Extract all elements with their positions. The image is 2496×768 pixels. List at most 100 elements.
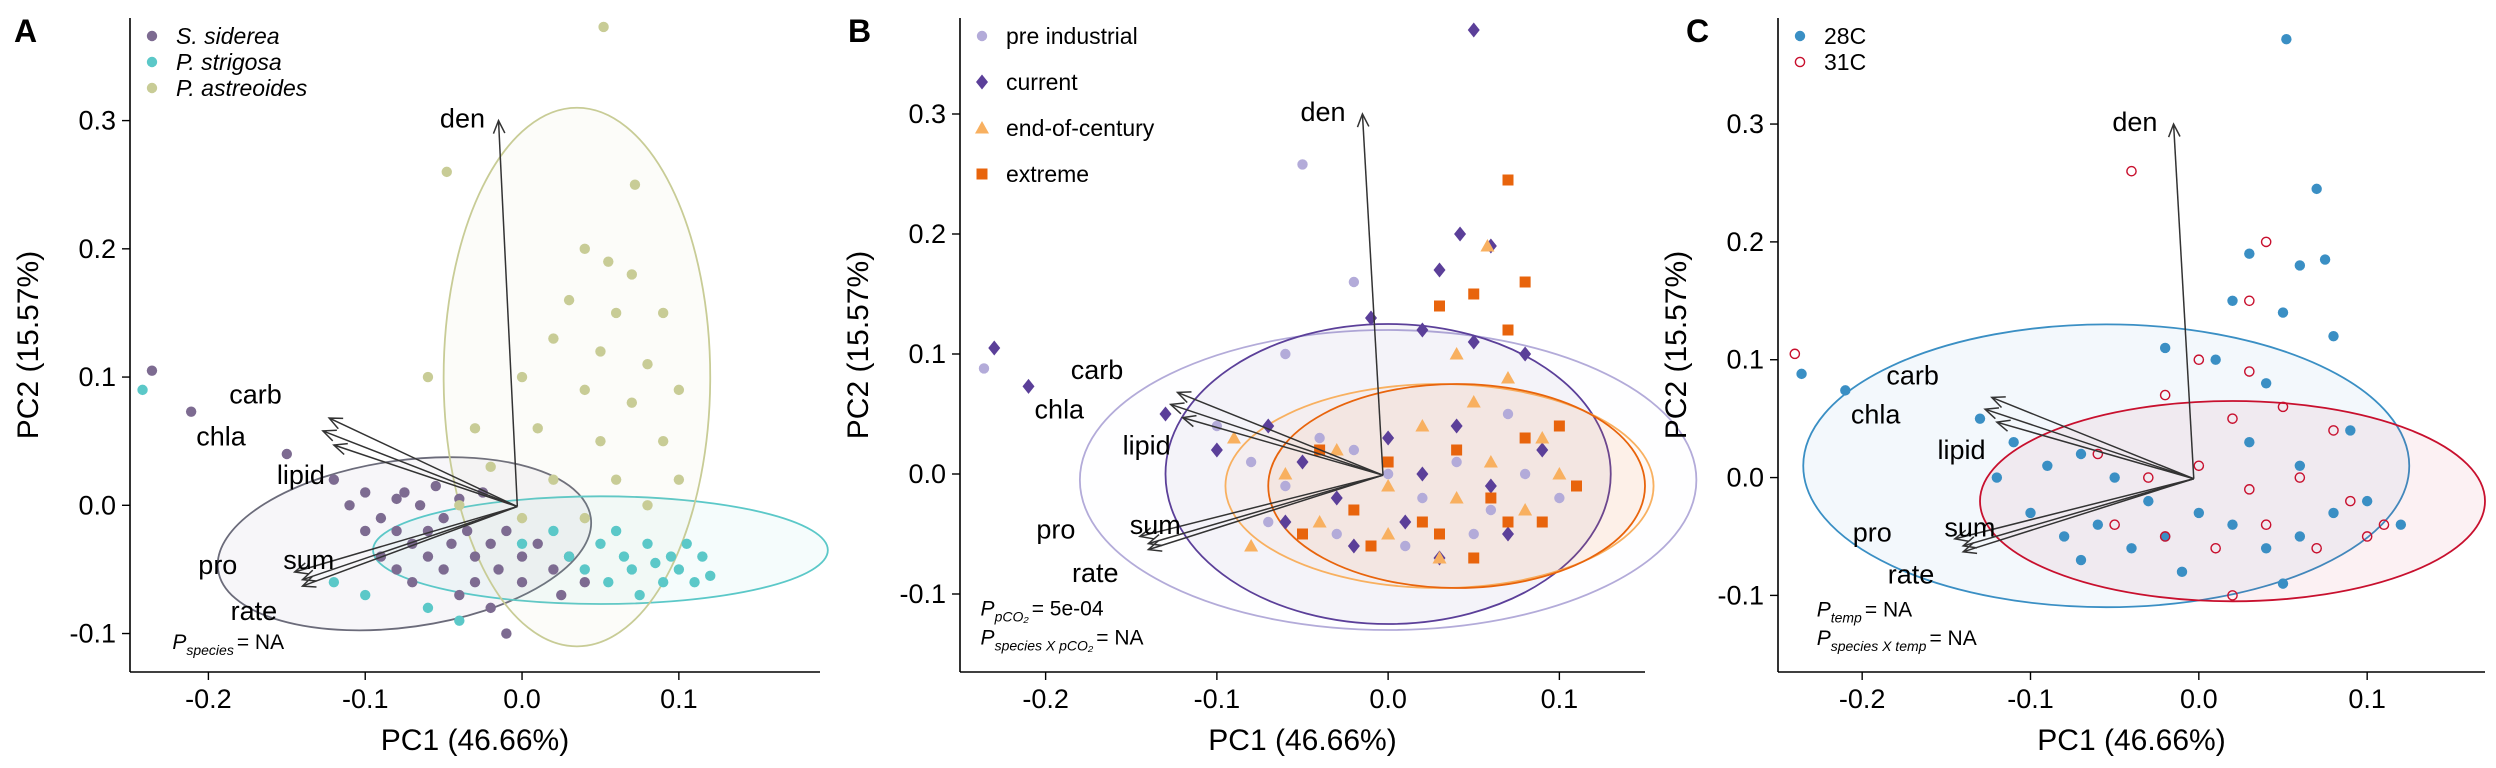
point	[579, 577, 590, 588]
point	[1451, 444, 1463, 456]
y-tick-label: 0.1	[78, 362, 116, 392]
point	[1449, 347, 1464, 360]
point	[2378, 519, 2390, 531]
loading-label-den: den	[2112, 107, 2157, 137]
y-axis-title: PC2 (15.57%)	[842, 251, 875, 439]
point	[1454, 226, 1467, 242]
point	[2143, 495, 2154, 507]
point	[548, 474, 559, 485]
point	[598, 21, 609, 33]
point	[399, 487, 410, 498]
point	[2159, 389, 2171, 401]
arrowhead-chla	[1983, 407, 2000, 420]
point	[2126, 543, 2137, 554]
point	[618, 551, 630, 562]
point	[697, 551, 708, 562]
loading-label-rate: rate	[231, 596, 278, 626]
point	[2319, 254, 2331, 265]
p-symbol: P	[1817, 627, 1831, 650]
point	[1554, 492, 1565, 504]
point	[469, 551, 481, 562]
point	[414, 500, 426, 511]
loading-label-pro: pro	[198, 550, 237, 580]
point	[1382, 468, 1394, 480]
point	[461, 525, 473, 537]
point	[328, 474, 340, 485]
point	[485, 602, 496, 614]
panel-letter: C	[1686, 13, 1709, 49]
series-2	[1227, 239, 1567, 564]
p-symbol: P	[1817, 599, 1831, 622]
x-tick-label: 0.1	[2348, 684, 2386, 714]
point	[493, 564, 504, 575]
point	[2109, 472, 2120, 483]
point	[407, 577, 418, 588]
loading-arrow-chla	[1984, 408, 2195, 480]
ellipse-0	[1802, 323, 2411, 609]
ellipse-1	[1979, 400, 2486, 603]
point	[610, 525, 622, 537]
p-symbol: P	[981, 598, 995, 621]
point	[2294, 460, 2306, 471]
loading-label-chla: chla	[1035, 395, 1086, 425]
point	[344, 500, 355, 511]
point	[2075, 448, 2087, 460]
loading-label-den: den	[1301, 97, 1346, 127]
point	[2294, 531, 2306, 542]
point	[469, 577, 481, 588]
arrowhead-den	[492, 118, 506, 134]
point	[1348, 444, 1360, 456]
point	[548, 525, 559, 537]
x-tick-label: -0.2	[1022, 684, 1069, 714]
point	[1536, 442, 1549, 458]
loading-arrow-sum	[302, 505, 518, 581]
point	[454, 615, 465, 626]
arrowhead-rate	[1961, 541, 1978, 555]
y-tick-label: 0.2	[78, 234, 116, 264]
x-axis-title: PC1 (46.66%)	[381, 724, 569, 757]
point	[1480, 239, 1495, 252]
point	[2092, 448, 2104, 460]
point	[422, 371, 434, 383]
point	[1331, 528, 1342, 540]
legend-marker	[976, 30, 988, 42]
point	[650, 557, 661, 569]
point	[2227, 519, 2238, 530]
point	[1415, 419, 1430, 432]
point	[1399, 514, 1412, 530]
arrowhead-lipid	[1995, 419, 2011, 432]
point	[2311, 183, 2322, 195]
p-value: = NA	[1096, 626, 1143, 649]
point	[579, 243, 590, 255]
point	[689, 577, 700, 588]
point	[360, 487, 371, 498]
y-tick-label: 0.3	[908, 99, 946, 129]
point	[430, 480, 441, 492]
point	[532, 538, 543, 549]
p-subscript: temp	[1831, 610, 1862, 626]
point	[2244, 366, 2255, 377]
arrowhead-carb	[327, 417, 344, 430]
legend-label: end-of-century	[1006, 115, 1155, 141]
point	[626, 269, 638, 280]
point	[532, 423, 543, 434]
point	[1400, 540, 1411, 552]
loading-arrow-rate	[302, 505, 518, 587]
point	[657, 577, 669, 588]
point	[1417, 492, 1428, 504]
point	[1416, 466, 1429, 482]
arrowhead-sum	[1961, 536, 1978, 549]
point	[2260, 236, 2272, 248]
ellipse-2	[442, 106, 712, 648]
point	[1468, 288, 1480, 300]
series-3	[1297, 174, 1582, 564]
loading-arrow-chla	[322, 430, 518, 508]
series-2	[422, 21, 685, 524]
point	[1365, 310, 1377, 326]
loading-label-carb: carb	[1071, 355, 1124, 385]
x-tick-label: 0.0	[503, 684, 541, 714]
point	[2210, 354, 2221, 365]
legend-marker	[975, 121, 989, 134]
